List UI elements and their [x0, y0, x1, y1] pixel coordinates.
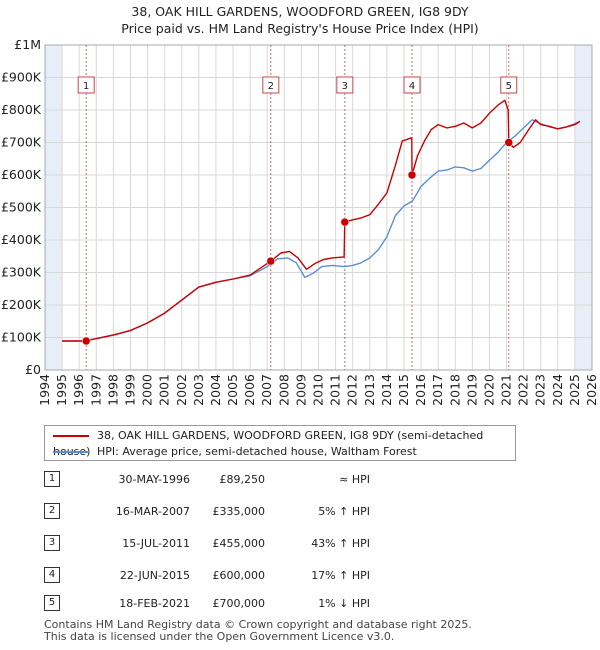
sale-hpi-relation: 43% ↑ HPI: [311, 537, 370, 550]
sale-row: 3 15-JUL-2011 £455,000 43% ↑ HPI: [0, 534, 600, 554]
sale-hpi-relation: 17% ↑ HPI: [311, 569, 370, 582]
chart-title: 38, OAK HILL GARDENS, WOODFORD GREEN, IG…: [0, 3, 600, 37]
sale-price: £335,000: [212, 505, 266, 518]
x-tick-label: 2007: [259, 374, 274, 406]
x-tick-label: 2000: [140, 374, 155, 406]
sale-marker-label: 5: [506, 81, 512, 92]
x-tick-label: 1994: [37, 374, 52, 406]
y-tick-label: £700K: [1, 135, 42, 150]
sale-date: 15-JUL-2011: [122, 537, 190, 550]
legend-item-hpi: HPI: Average price, semi-detached house,…: [53, 444, 417, 460]
chart-title-line-2: Price paid vs. HM Land Registry's House …: [121, 21, 479, 36]
sale-marker-box: [500, 76, 518, 94]
x-tick-label: 2010: [311, 374, 326, 406]
footer-line-2: This data is licensed under the Open Gov…: [44, 630, 395, 643]
chart-legend: 38, OAK HILL GARDENS, WOODFORD GREEN, IG…: [44, 425, 516, 461]
legend-swatch-property: [53, 435, 89, 437]
x-tick-label: 2002: [174, 374, 189, 406]
sale-number-badge: 2: [44, 503, 60, 519]
y-tick-label: £400K: [1, 232, 42, 247]
y-tick-label: £0: [25, 362, 41, 377]
sale-row: 5 18-FEB-2021 £700,000 1% ↓ HPI: [0, 594, 600, 614]
sale-date: 22-JUN-2015: [119, 569, 190, 582]
x-tick-label: 1997: [88, 374, 103, 406]
x-tick-label: 2014: [379, 374, 394, 406]
sale-date: 30-MAY-1996: [118, 473, 190, 486]
sale-hpi-relation: 5% ↑ HPI: [318, 505, 370, 518]
y-tick-label: £1M: [14, 37, 41, 52]
sale-number-badge: 3: [44, 535, 60, 551]
sale-point: [266, 256, 276, 266]
x-tick-label: 2023: [533, 374, 548, 406]
sale-number-badge: 5: [44, 595, 60, 611]
x-tick-label: 2020: [481, 374, 496, 406]
sale-point: [81, 336, 91, 346]
footer-line-1: Contains HM Land Registry data © Crown c…: [44, 618, 472, 631]
x-tick-label: 2018: [447, 374, 462, 406]
sale-hpi-relation: 1% ↓ HPI: [318, 597, 370, 610]
x-tick-label: 2019: [464, 374, 479, 406]
sale-marker-box: [336, 76, 354, 94]
price-chart: £0 £100K £200K £300K £400K £500K £600K £700K £80…: [1, 37, 599, 406]
x-tick-label: 2011: [328, 374, 343, 406]
x-tick-label: 2005: [225, 374, 240, 406]
sale-hpi-relation: ≈ HPI: [339, 473, 370, 486]
x-tick-label: 1996: [71, 374, 86, 406]
x-tick-label: 2015: [396, 374, 411, 406]
sale-marker-box: [77, 76, 95, 94]
sale-price: £600,000: [212, 569, 266, 582]
x-tick-label: 2024: [550, 374, 565, 406]
plot-border: [44, 44, 593, 371]
x-tick-label: 2009: [293, 374, 308, 406]
sale-marker-label: 3: [342, 81, 348, 92]
sale-marker-label: 4: [409, 81, 415, 92]
sale-marker-label: 2: [268, 81, 274, 92]
x-tick-label: 2025: [567, 374, 582, 406]
x-tick-label: 1999: [122, 374, 137, 406]
x-tick-label: 2016: [413, 374, 428, 406]
sale-number-badge: 1: [44, 471, 60, 487]
y-tick-label: £500K: [1, 200, 42, 215]
footer-attribution: Contains HM Land Registry data © Crown c…: [44, 619, 472, 643]
x-tick-label: 2017: [430, 374, 445, 406]
x-tick-label: 2006: [242, 374, 257, 406]
sale-point: [340, 217, 350, 227]
legend-swatch-hpi: [53, 451, 89, 453]
legend-item-property: 38, OAK HILL GARDENS, WOODFORD GREEN, IG…: [53, 428, 515, 458]
sale-marker-label: 1: [83, 81, 89, 92]
y-tick-label: £900K: [1, 70, 42, 85]
sale-price: £89,250: [219, 473, 266, 486]
sale-date: 18-FEB-2021: [119, 597, 190, 610]
x-tick-label: 1998: [105, 374, 120, 406]
sale-point: [407, 170, 417, 180]
y-tick-label: £200K: [1, 297, 42, 312]
x-tick-label: 2013: [362, 374, 377, 406]
sale-date: 16-MAR-2007: [115, 505, 190, 518]
legend-label-hpi: HPI: Average price, semi-detached house,…: [97, 445, 417, 458]
y-tick-label: £300K: [1, 265, 42, 280]
x-tick-label: 2001: [157, 374, 172, 406]
sale-marker-box: [262, 76, 280, 94]
x-tick-label: 2004: [208, 374, 223, 406]
series-line-property: [62, 99, 581, 342]
x-tick-label: 2012: [345, 374, 360, 406]
y-tick-label: £100K: [1, 330, 42, 345]
y-tick-label: £800K: [1, 102, 42, 117]
sale-price: £455,000: [212, 537, 266, 550]
x-tick-label: 2008: [276, 374, 291, 406]
y-tick-label: £600K: [1, 167, 42, 182]
x-tick-label: 2026: [584, 374, 599, 406]
x-tick-label: 1995: [54, 374, 69, 406]
sale-number-badge: 4: [44, 567, 60, 583]
x-tick-label: 2021: [499, 374, 514, 406]
sale-row: 2 16-MAR-2007 £335,000 5% ↑ HPI: [0, 502, 600, 522]
sale-marker-box: [403, 76, 421, 94]
sale-point: [504, 138, 514, 147]
sale-price: £700,000: [212, 597, 266, 610]
sale-row: 1 30-MAY-1996 £89,250 ≈ HPI: [0, 470, 600, 490]
x-tick-label: 2022: [516, 374, 531, 406]
x-tick-label: 2003: [191, 374, 206, 406]
sale-row: 4 22-JUN-2015 £600,000 17% ↑ HPI: [0, 566, 600, 586]
chart-title-line-1: 38, OAK HILL GARDENS, WOODFORD GREEN, IG…: [131, 4, 469, 19]
